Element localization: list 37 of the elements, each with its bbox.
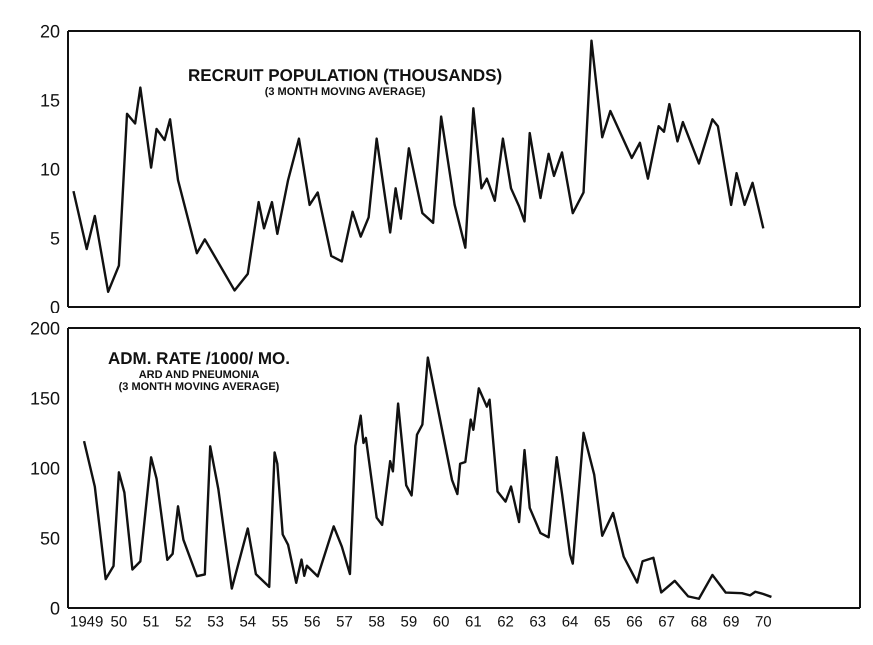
y-tick-label: 10: [40, 159, 60, 180]
y-tick-label: 50: [40, 528, 60, 548]
x-tick-label: 56: [304, 614, 321, 631]
y-tick-label: 5: [50, 228, 60, 248]
y-tick-label: 150: [30, 388, 60, 408]
y-tick-label: 15: [40, 90, 60, 110]
x-tick-label: 60: [432, 614, 450, 631]
x-tick-label: 50: [110, 614, 128, 631]
x-tick-label: 51: [142, 614, 160, 631]
x-tick-label: 63: [529, 614, 546, 631]
x-tick-label: 57: [336, 614, 353, 631]
annotation: (3 MONTH MOVING AVERAGE): [118, 381, 280, 394]
x-tick-label: 1949: [70, 614, 104, 631]
x-tick-label: 55: [272, 614, 288, 631]
x-tick-label: 59: [400, 614, 418, 631]
x-tick-label: 69: [722, 614, 740, 631]
text: ADM. RATE /1000/ MO.: [108, 349, 290, 369]
x-tick-label: 54: [239, 614, 256, 631]
annotation: ARD AND PNEUMONIA: [138, 368, 260, 382]
text: RECRUIT POPULATION (THOUSANDS): [188, 66, 502, 86]
y-tick-label: 200: [30, 318, 60, 338]
x-tick-label: 65: [594, 614, 611, 631]
x-tick-label: 52: [175, 614, 192, 631]
x-tick-label: 68: [690, 614, 708, 631]
y-tick-label: 0: [50, 598, 60, 618]
x-tick-label: 70: [754, 614, 772, 631]
x-tick-label: 53: [207, 614, 224, 631]
y-tick-label: 100: [30, 458, 60, 478]
x-tick-label: 64: [562, 614, 578, 631]
x-tick-label: 58: [368, 614, 386, 631]
y-tick-label: 20: [40, 21, 60, 42]
x-tick-label: 61: [465, 614, 482, 631]
x-tick-label: 62: [497, 614, 514, 631]
x-tick-label: 67: [658, 614, 675, 631]
x-tick-label: 66: [626, 614, 643, 631]
line-series: [72, 39, 765, 294]
annotation: (3 MONTH MOVING AVERAGE): [264, 86, 426, 98]
